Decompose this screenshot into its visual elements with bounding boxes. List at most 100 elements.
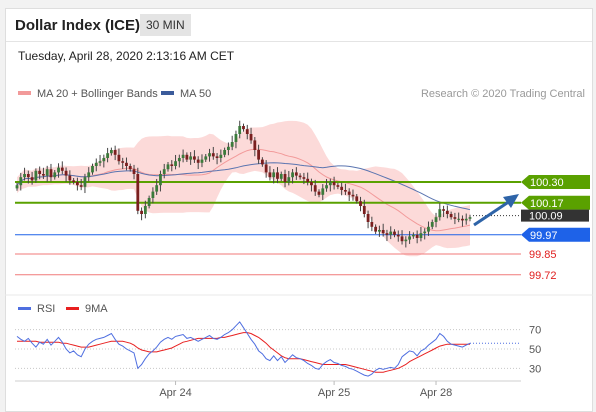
candle-body bbox=[64, 170, 68, 176]
candle-body bbox=[102, 158, 106, 162]
candle bbox=[128, 163, 132, 172]
candle-body bbox=[234, 134, 238, 142]
forecast-arrow-head bbox=[503, 194, 519, 208]
candle bbox=[200, 154, 204, 168]
candle-body bbox=[415, 234, 419, 238]
candle bbox=[79, 178, 83, 191]
candle bbox=[389, 226, 393, 240]
candle bbox=[143, 200, 147, 219]
current-price-label: 100.09 bbox=[529, 211, 563, 223]
candle bbox=[385, 229, 389, 242]
rsi-legend-label: RSI bbox=[37, 303, 55, 315]
current-price-tag bbox=[521, 209, 589, 222]
candle bbox=[434, 212, 438, 228]
candle-body bbox=[291, 172, 294, 178]
candle-body bbox=[196, 159, 200, 163]
candle-body bbox=[423, 231, 427, 234]
candle-body bbox=[42, 174, 45, 176]
candle bbox=[34, 168, 38, 183]
candle-body bbox=[260, 159, 264, 165]
legend-swatch-ma20 bbox=[18, 91, 31, 95]
candle-body bbox=[136, 174, 140, 211]
candle-body bbox=[143, 206, 147, 214]
candle-body bbox=[393, 231, 396, 235]
candle-body bbox=[147, 198, 151, 206]
candle bbox=[162, 163, 166, 179]
candle-body bbox=[268, 172, 272, 178]
candle-body bbox=[109, 150, 113, 154]
candle-body bbox=[306, 178, 310, 182]
candle bbox=[121, 157, 125, 170]
candle-body bbox=[257, 150, 260, 160]
candle-body bbox=[83, 177, 87, 187]
candle bbox=[298, 173, 302, 180]
candle bbox=[427, 221, 430, 236]
candle bbox=[457, 212, 461, 223]
candle-body bbox=[325, 185, 328, 189]
candle bbox=[193, 150, 196, 163]
candle bbox=[181, 149, 185, 163]
candle bbox=[223, 147, 227, 158]
candle bbox=[370, 216, 374, 232]
candle bbox=[419, 226, 423, 242]
candle bbox=[147, 195, 151, 209]
candle-body bbox=[385, 233, 389, 235]
candle-body bbox=[347, 191, 351, 195]
x-tick-label: Apr 25 bbox=[318, 387, 350, 399]
candle bbox=[227, 142, 230, 156]
candle bbox=[279, 171, 283, 182]
candle-body bbox=[125, 162, 128, 166]
candle-body bbox=[38, 170, 42, 174]
candle bbox=[230, 135, 234, 151]
candle bbox=[45, 165, 49, 182]
candle bbox=[26, 170, 30, 184]
candle bbox=[60, 161, 64, 175]
candle-body bbox=[166, 164, 170, 170]
candle-body bbox=[302, 177, 306, 179]
candle-body bbox=[370, 222, 374, 227]
candle-body bbox=[76, 182, 79, 186]
candle bbox=[400, 230, 404, 245]
candle-body bbox=[57, 167, 60, 173]
candle bbox=[204, 154, 208, 162]
candle bbox=[91, 163, 94, 175]
candle bbox=[302, 172, 306, 185]
forecast-arrow-shaft bbox=[473, 199, 511, 227]
candle-body bbox=[313, 185, 317, 192]
candle-body bbox=[238, 126, 242, 134]
support-label: 99.85 bbox=[529, 249, 557, 261]
candle-body bbox=[430, 222, 434, 227]
candle bbox=[449, 211, 453, 220]
candle bbox=[408, 231, 411, 244]
candle bbox=[166, 162, 170, 172]
candle-body bbox=[68, 175, 72, 181]
candle-body bbox=[344, 190, 347, 192]
candle bbox=[344, 183, 347, 195]
candle-body bbox=[200, 159, 204, 163]
candle bbox=[313, 179, 317, 196]
candle bbox=[321, 184, 325, 201]
bollinger-band-area bbox=[17, 120, 470, 257]
candle-body bbox=[170, 164, 174, 166]
candle-body bbox=[253, 140, 257, 150]
candle-body bbox=[94, 162, 98, 166]
candle-body bbox=[211, 153, 215, 157]
candle bbox=[109, 147, 113, 156]
candle bbox=[140, 207, 143, 221]
legend: MA 20 + Bollinger Bands MA 50 Research ©… bbox=[18, 88, 585, 100]
candle-body bbox=[457, 218, 461, 220]
candle bbox=[136, 167, 140, 215]
candle-body bbox=[445, 210, 449, 214]
candle bbox=[155, 178, 159, 195]
candle-body bbox=[404, 239, 408, 242]
rsi-legend-swatch bbox=[18, 307, 31, 310]
candle bbox=[464, 213, 468, 225]
candle-body bbox=[45, 169, 49, 176]
candle-body bbox=[276, 172, 279, 179]
legend-swatch-ma50 bbox=[161, 91, 174, 95]
candle bbox=[355, 194, 359, 204]
timeframe-badge[interactable]: 30 MIN bbox=[140, 14, 191, 36]
legend-label-ma50: MA 50 bbox=[180, 88, 211, 100]
candle bbox=[42, 167, 45, 179]
